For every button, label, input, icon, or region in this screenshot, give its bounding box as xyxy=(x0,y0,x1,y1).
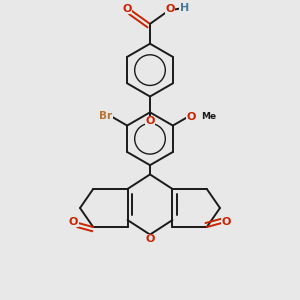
Text: O: O xyxy=(145,116,155,126)
Text: H: H xyxy=(180,3,189,13)
Text: O: O xyxy=(222,217,231,227)
Text: O: O xyxy=(122,4,131,14)
Text: O: O xyxy=(69,217,78,227)
Text: O: O xyxy=(165,4,175,14)
Text: Br: Br xyxy=(99,110,112,121)
Text: O: O xyxy=(186,112,195,122)
Text: Me: Me xyxy=(201,112,216,122)
Text: O: O xyxy=(145,234,155,244)
